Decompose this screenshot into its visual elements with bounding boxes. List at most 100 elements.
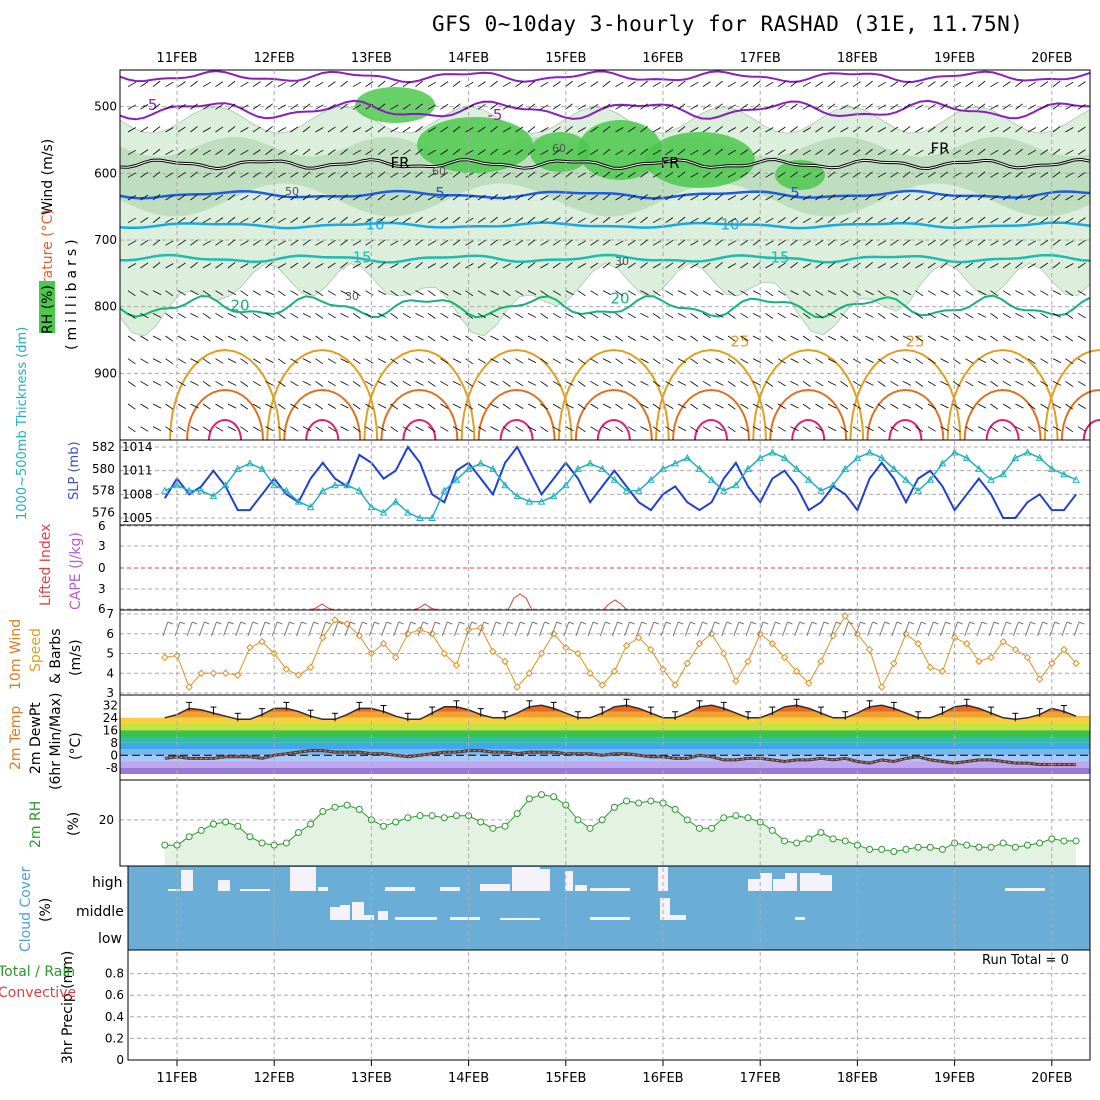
wind-barb (815, 312, 824, 319)
wind-barb (590, 403, 599, 409)
wind-barb (640, 194, 648, 201)
wind-barb (390, 217, 399, 224)
rh-marker (623, 797, 631, 805)
wind-speed-marker (209, 669, 218, 677)
wind-barb (640, 426, 649, 432)
wind-barb (627, 149, 636, 155)
rh-marker (440, 814, 448, 822)
wind-barb (940, 148, 948, 155)
wind-barb (152, 171, 161, 178)
wind-barb (490, 426, 499, 432)
wind-barb (540, 240, 549, 246)
wind-barb (365, 426, 374, 432)
wind-barb (702, 103, 711, 110)
wind-barb (340, 216, 348, 223)
wind-barb (152, 103, 161, 110)
wind-barb (315, 81, 324, 88)
surface-wind-barb-feather (1066, 621, 1073, 625)
wind-barb (440, 103, 449, 110)
wind-barb (852, 426, 861, 432)
wind-barb (415, 335, 424, 341)
wind-barb (415, 358, 424, 364)
high-cloud-bar (181, 870, 193, 891)
surface-wind-barb-feather (726, 621, 732, 625)
surface-wind-barb (709, 621, 716, 637)
wind-barb (402, 358, 411, 364)
wind-barb (890, 290, 899, 296)
wind-barb (565, 312, 574, 318)
wind-barb (190, 335, 199, 341)
date-label-bottom: 16FEB (642, 1071, 683, 1086)
wind-barb (202, 149, 211, 156)
wind-barb (827, 148, 836, 155)
wind-barb (365, 312, 374, 319)
wind-barb (290, 149, 299, 155)
middle-cloud-bar (590, 917, 630, 920)
wind-barb (652, 290, 661, 297)
cloud-ylabel: Cloud Cover (%) high middle low (18, 866, 124, 952)
wind-barb (877, 313, 886, 319)
wind-barb (827, 171, 836, 178)
wind-speed-marker (865, 645, 874, 654)
rh-marker (1024, 841, 1031, 849)
wind-barb (240, 335, 249, 342)
isotherm-label: FR (930, 139, 949, 157)
wind-barb (790, 358, 799, 364)
wind-barb (952, 381, 961, 387)
wind-barb (440, 171, 449, 178)
wind-barb (727, 195, 736, 201)
wind-barb (540, 290, 549, 297)
wind-barb (1052, 80, 1061, 87)
date-label-bottom: 13FEB (351, 1071, 392, 1086)
wind-barb (315, 149, 324, 156)
wind-barb (727, 240, 736, 246)
wind-barb (215, 149, 224, 155)
wind-barb (715, 148, 723, 155)
wind-barb (427, 81, 436, 88)
surface-wind-barb (539, 621, 545, 637)
wind-barb (552, 290, 561, 296)
wind-barb (740, 149, 749, 155)
wind-speed-marker (440, 649, 449, 658)
wind-barb (290, 262, 299, 269)
wind-barb (440, 403, 449, 409)
thickness-marker (561, 481, 570, 489)
wind-barb (977, 148, 986, 155)
wind-barb (952, 149, 961, 156)
cape-event (602, 599, 628, 611)
wind-barb (902, 103, 911, 110)
wind-barb (840, 172, 849, 178)
wind-barb (577, 426, 586, 433)
wind-barb (240, 127, 249, 133)
date-label-bottom: 18FEB (837, 1071, 878, 1086)
wind-barb (127, 403, 136, 410)
surface-wind-barb-feather (920, 621, 927, 625)
wind-barb (1015, 148, 1023, 155)
wind-barb (977, 171, 986, 178)
wind-speed-marker (963, 639, 971, 648)
wind-barb (190, 216, 198, 223)
wind-barb (702, 81, 711, 87)
temp-tick: 16 (103, 723, 118, 737)
wind-barb (665, 290, 674, 296)
wind-barb (440, 217, 449, 223)
wind-barb (502, 426, 511, 433)
wind-barb (452, 126, 461, 133)
wind-barb (165, 240, 174, 246)
wind-barb (527, 126, 536, 133)
wind-barb (602, 216, 611, 223)
surface-wind-barb (563, 621, 570, 637)
wind-barb (352, 195, 361, 201)
wind-barb (490, 358, 499, 364)
wind-barb (427, 172, 436, 178)
wind-barb (502, 381, 511, 387)
surface-isotherm (380, 388, 459, 441)
surface-wind-barb-feather (167, 621, 174, 625)
surface-wind-barb-feather (337, 621, 344, 625)
isotherm-label: FR (390, 154, 409, 172)
wind-barb (377, 216, 386, 223)
wind-barb (277, 195, 286, 201)
surface-wind-barb-feather (520, 621, 526, 625)
wind-barb (727, 263, 736, 269)
wind-barb (215, 262, 224, 269)
